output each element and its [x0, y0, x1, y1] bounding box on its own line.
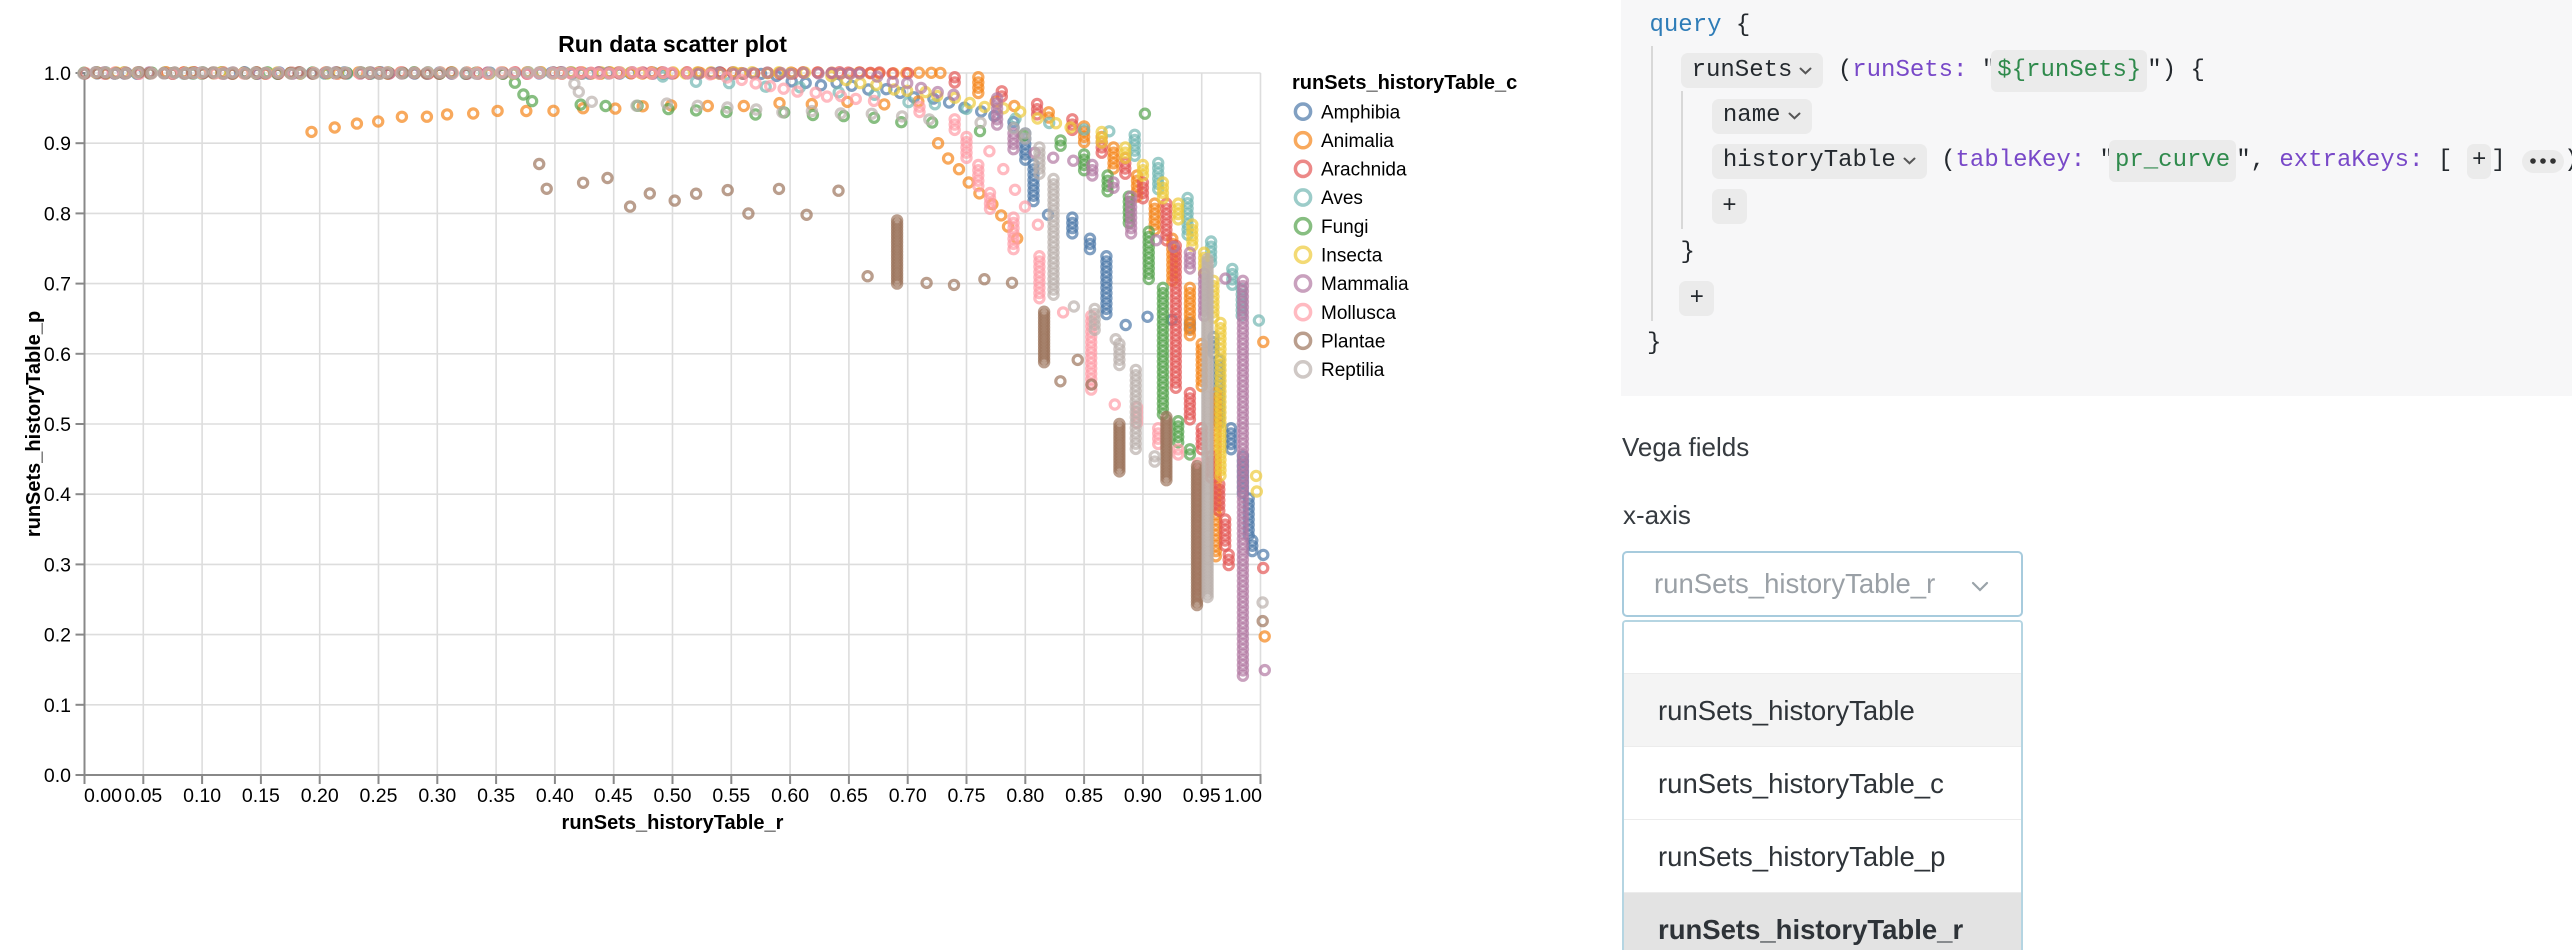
svg-text:0.25: 0.25 — [360, 785, 398, 807]
svg-text:Animalia: Animalia — [1321, 131, 1394, 152]
svg-text:0.40: 0.40 — [536, 785, 574, 807]
svg-text:Fungi: Fungi — [1321, 217, 1369, 238]
svg-text:0.35: 0.35 — [477, 785, 515, 807]
svg-text:runSets_historyTable_p: runSets_historyTable_p — [23, 311, 45, 537]
svg-text:0.05: 0.05 — [124, 785, 162, 807]
svg-text:1.00: 1.00 — [1224, 785, 1262, 807]
svg-text:0.15: 0.15 — [242, 785, 280, 807]
svg-text:Amphibia: Amphibia — [1321, 102, 1401, 123]
svg-text:0.45: 0.45 — [595, 785, 633, 807]
svg-text:runSets_historyTable_c: runSets_historyTable_c — [1292, 72, 1517, 94]
svg-text:0.80: 0.80 — [1006, 785, 1044, 807]
svg-text:1.0: 1.0 — [44, 63, 71, 85]
svg-text:Arachnida: Arachnida — [1321, 160, 1407, 181]
svg-text:0.6: 0.6 — [44, 344, 71, 366]
svg-text:Insecta: Insecta — [1321, 246, 1383, 267]
svg-text:0.1: 0.1 — [44, 695, 71, 717]
svg-text:0.70: 0.70 — [889, 785, 927, 807]
svg-text:0.85: 0.85 — [1065, 785, 1103, 807]
svg-text:0.30: 0.30 — [418, 785, 456, 807]
svg-text:0.20: 0.20 — [301, 785, 339, 807]
svg-text:0.00: 0.00 — [84, 785, 122, 807]
svg-text:0.4: 0.4 — [44, 484, 71, 506]
svg-text:0.2: 0.2 — [44, 625, 71, 647]
svg-text:0.8: 0.8 — [44, 203, 71, 225]
svg-text:0.75: 0.75 — [948, 785, 986, 807]
svg-text:Mollusca: Mollusca — [1321, 303, 1396, 324]
svg-text:0.9: 0.9 — [44, 133, 71, 155]
svg-text:0.95: 0.95 — [1183, 785, 1221, 807]
svg-text:runSets_historyTable_r: runSets_historyTable_r — [562, 812, 784, 834]
svg-text:0.65: 0.65 — [830, 785, 868, 807]
svg-text:0.60: 0.60 — [771, 785, 809, 807]
svg-text:Mammalia: Mammalia — [1321, 274, 1409, 295]
svg-text:Aves: Aves — [1321, 188, 1363, 209]
svg-text:0.90: 0.90 — [1124, 785, 1162, 807]
svg-text:0.3: 0.3 — [44, 554, 71, 576]
svg-text:Run data scatter plot: Run data scatter plot — [558, 31, 787, 57]
svg-text:Plantae: Plantae — [1321, 332, 1385, 353]
svg-text:0.7: 0.7 — [44, 274, 71, 296]
svg-text:0.50: 0.50 — [654, 785, 692, 807]
svg-text:0.10: 0.10 — [183, 785, 221, 807]
svg-text:0.5: 0.5 — [44, 414, 71, 436]
svg-text:0.55: 0.55 — [712, 785, 750, 807]
svg-text:0.0: 0.0 — [44, 765, 71, 787]
svg-text:Reptilia: Reptilia — [1321, 360, 1385, 381]
